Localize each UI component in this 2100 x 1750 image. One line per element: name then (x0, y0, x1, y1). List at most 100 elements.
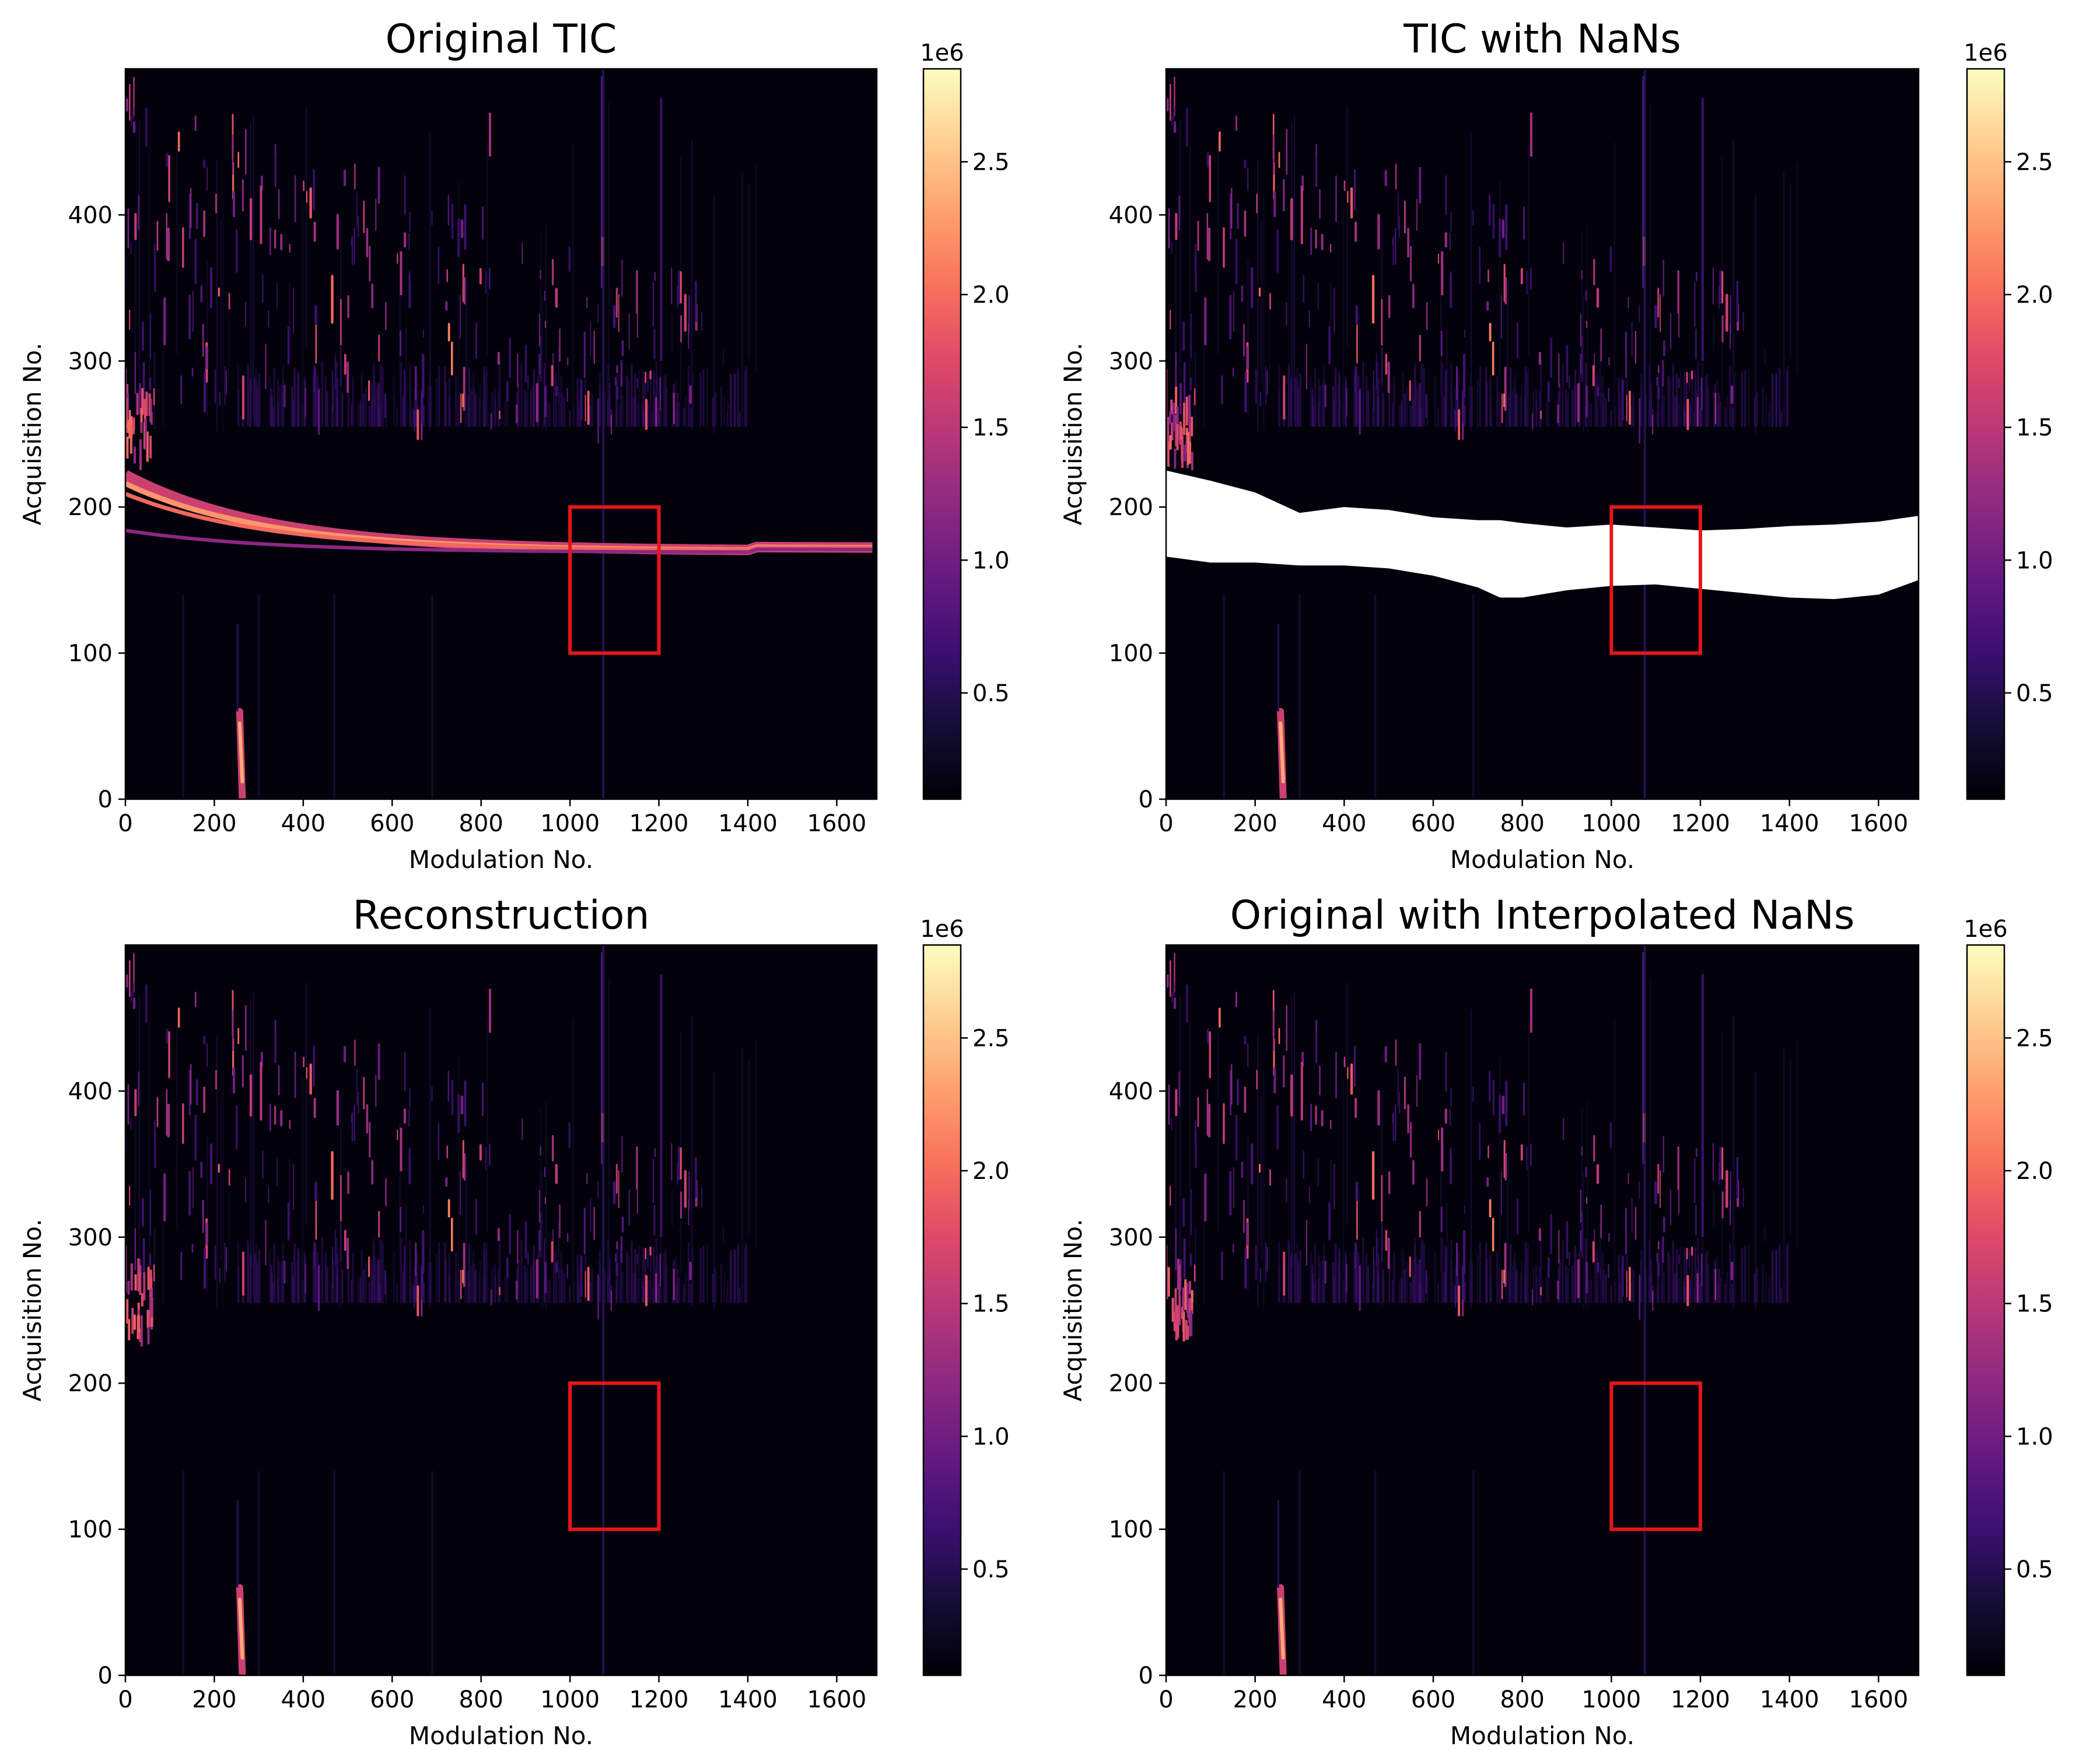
colorbar-tick-label: 1.5 (972, 1291, 1010, 1318)
y-tick-label: 100 (68, 1517, 113, 1544)
y-tick-label: 300 (1109, 1224, 1153, 1251)
y-tick-label: 100 (1109, 640, 1153, 667)
x-axis-label: Modulation No. (409, 1721, 593, 1750)
highlight-box (1609, 1381, 1702, 1531)
colorbar-tick-label: 2.0 (2016, 1158, 2053, 1185)
y-tick-label: 200 (1109, 1370, 1153, 1397)
panel-title: TIC with NaNs (1403, 16, 1681, 62)
y-tick-label: 200 (1109, 494, 1153, 521)
x-tick-label: 1000 (1581, 1686, 1641, 1713)
highlight-box (568, 1381, 661, 1531)
highlight-box (1609, 505, 1702, 655)
y-tick-label: 100 (1109, 1517, 1153, 1544)
panel-title: Reconstruction (353, 892, 650, 939)
x-tick-label: 0 (118, 810, 132, 837)
x-tick-label: 0 (118, 1686, 132, 1713)
heatmap-content (1166, 69, 1919, 799)
x-tick-label: 600 (1411, 1686, 1455, 1713)
x-tick-label: 600 (370, 810, 414, 837)
y-tick-label: 0 (1139, 786, 1153, 813)
colorbar-tick-label: 1.0 (2016, 547, 2053, 574)
colorbar-tick-label: 2.5 (972, 1025, 1010, 1052)
lower-streak-core (237, 721, 244, 783)
x-tick-label: 1200 (1671, 1686, 1730, 1713)
colorbar-gradient (922, 68, 962, 800)
panel-1: 0 200 400 600 800 1000 1200 1400 1600 0 100 200 300 4… (18, 16, 1010, 874)
heatmap-content (125, 69, 873, 799)
x-tick-label: 1600 (1849, 810, 1908, 837)
heatmap-content (1166, 945, 1798, 1675)
panel-title: Original with Interpolated NaNs (1230, 892, 1855, 939)
tic-band (125, 492, 873, 552)
axes-frame (1165, 944, 1920, 1676)
y-tick-label: 200 (68, 494, 113, 521)
colorbar: 0.5 1.0 1.5 2.0 2.5 1e6 (920, 916, 1010, 1676)
nan-region (1166, 470, 1919, 599)
colorbar-tick-label: 2.5 (2016, 1025, 2053, 1052)
x-tick-label: 800 (1500, 810, 1544, 837)
colorbar-tick-label: 1.0 (972, 547, 1010, 574)
y-axis-label: Acquisition No. (18, 1219, 47, 1401)
x-tick-label: 600 (370, 1686, 414, 1713)
colorbar-tick-label: 0.5 (972, 680, 1010, 707)
x-axis-label: Modulation No. (1450, 1721, 1634, 1750)
colorbar-tick-label: 1.5 (972, 415, 1010, 442)
x-tick-label: 1000 (540, 810, 600, 837)
y-tick-label: 300 (68, 1224, 113, 1251)
colorbar-gradient (922, 944, 962, 1676)
x-tick-label: 400 (1322, 810, 1366, 837)
x-tick-label: 1200 (1671, 810, 1730, 837)
colorbar-multiplier: 1e6 (1964, 916, 2008, 943)
colorbar-tick-label: 0.5 (2016, 680, 2053, 707)
y-tick-label: 0 (98, 786, 113, 813)
y-tick-label: 300 (1109, 348, 1153, 375)
colorbar-tick-label: 2.5 (2016, 149, 2053, 176)
colorbar-tick-label: 2.0 (972, 282, 1010, 309)
x-tick-label: 0 (1158, 810, 1173, 837)
colorbar-tick-label: 0.5 (972, 1556, 1010, 1583)
x-tick-label: 400 (281, 1686, 326, 1713)
x-tick-label: 200 (1233, 1686, 1277, 1713)
y-tick-label: 100 (68, 640, 113, 667)
x-tick-label: 800 (1500, 1686, 1544, 1713)
y-tick-label: 400 (1109, 202, 1153, 229)
axes-frame (1165, 68, 1920, 800)
y-axis-label: Acquisition No. (1059, 1219, 1087, 1401)
panel-title: Original TIC (386, 16, 617, 62)
colorbar-tick-label: 0.5 (2016, 1556, 2053, 1583)
colorbar-multiplier: 1e6 (1964, 40, 2008, 66)
x-tick-label: 200 (1233, 810, 1277, 837)
x-tick-label: 1200 (629, 810, 689, 837)
heatmap-content (125, 945, 757, 1675)
x-tick-label: 800 (459, 1686, 503, 1713)
colorbar-gradient (1966, 68, 2006, 800)
colorbar: 0.5 1.0 1.5 2.0 2.5 1e6 (920, 40, 1010, 800)
tic-band (125, 528, 873, 554)
y-tick-label: 400 (1109, 1078, 1153, 1105)
y-tick-label: 0 (1139, 1662, 1153, 1689)
colorbar-tick-label: 2.0 (972, 1158, 1010, 1185)
colorbar-tick-label: 1.5 (2016, 415, 2053, 442)
lower-streak-core (237, 1597, 244, 1660)
x-tick-label: 1200 (629, 1686, 689, 1713)
colorbar-tick-label: 1.0 (2016, 1423, 2053, 1450)
colorbar-tick-label: 1.5 (2016, 1291, 2053, 1318)
x-tick-label: 1600 (1849, 1686, 1908, 1713)
colorbar-tick-label: 2.5 (972, 149, 1010, 176)
y-tick-label: 300 (68, 348, 113, 375)
x-tick-label: 1000 (1581, 810, 1641, 837)
panel-3: 0 200 400 600 800 1000 1200 1400 1600 0 100 200 300 4… (18, 892, 1010, 1750)
x-tick-label: 0 (1158, 1686, 1173, 1713)
panel-4: 0 200 400 600 800 1000 1200 1400 1600 0 100 200 300 4… (1059, 892, 2053, 1750)
y-tick-label: 200 (68, 1370, 113, 1397)
y-tick-label: 400 (68, 1078, 113, 1105)
x-tick-label: 1000 (540, 1686, 600, 1713)
x-tick-label: 1400 (718, 1686, 778, 1713)
x-tick-label: 1600 (807, 810, 867, 837)
colorbar: 0.5 1.0 1.5 2.0 2.5 1e6 (1964, 916, 2053, 1676)
colorbar-gradient (1966, 944, 2006, 1676)
x-axis-label: Modulation No. (1450, 845, 1634, 874)
colorbar-tick-label: 2.0 (2016, 282, 2053, 309)
axes-frame (124, 944, 878, 1676)
